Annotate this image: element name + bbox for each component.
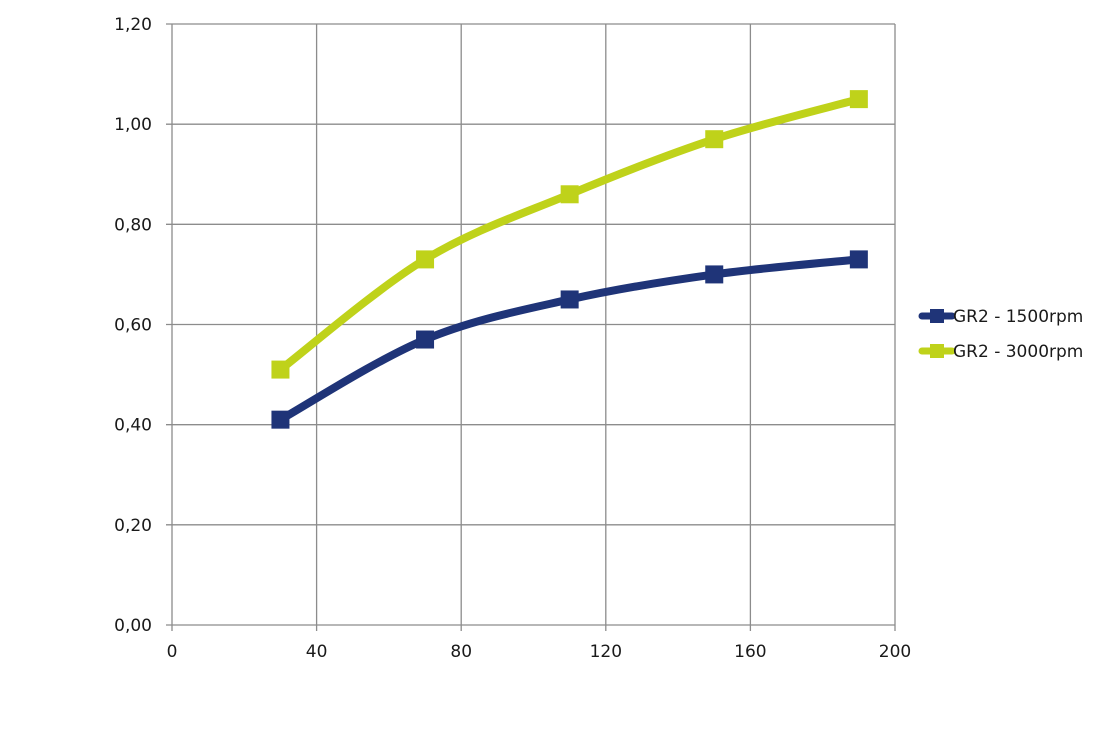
y-tick-label: 1,20 [114, 15, 152, 35]
legend-label: GR2 - 3000rpm [953, 342, 1083, 362]
series [271, 90, 868, 429]
legend-swatch-marker [930, 309, 944, 323]
series-2-marker [560, 185, 579, 204]
series-1-marker [560, 290, 579, 309]
x-axis-ticks: 0 40 80 120 160 200 [167, 642, 912, 662]
series-1-marker [705, 265, 724, 284]
series-1-marker [849, 250, 868, 269]
y-tick-label: 0,60 [114, 316, 152, 336]
series-1-marker [416, 330, 435, 349]
y-tick-label: 0,00 [114, 616, 152, 636]
series-2-marker [416, 250, 435, 269]
x-tick-label: 80 [450, 642, 472, 662]
x-tick-label: 120 [590, 642, 622, 662]
x-tick-label: 40 [306, 642, 328, 662]
legend-swatch-marker [930, 344, 944, 358]
y-axis-ticks: 0,00 0,20 0,40 0,60 0,80 1,00 1,20 [114, 15, 152, 636]
x-tick-label: 0 [167, 642, 178, 662]
y-tick-label: 0,40 [114, 416, 152, 436]
series-1-marker [271, 410, 290, 429]
series-2-marker [705, 130, 724, 149]
y-tick-label: 0,20 [114, 516, 152, 536]
series-line-1 [276, 255, 863, 424]
series-2-marker [849, 90, 868, 109]
y-tick-label: 1,00 [114, 115, 152, 135]
x-tick-label: 200 [879, 642, 911, 662]
series-2-marker [271, 360, 290, 379]
y-tick-label: 0,80 [114, 215, 152, 235]
legend: GR2 - 1500rpm GR2 - 3000rpm [918, 307, 1083, 362]
legend-label: GR2 - 1500rpm [953, 307, 1083, 327]
x-tick-label: 160 [734, 642, 766, 662]
series-line-2 [276, 95, 863, 374]
